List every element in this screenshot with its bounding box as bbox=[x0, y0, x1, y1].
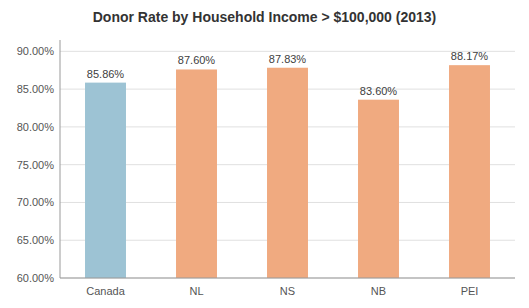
x-tick-label: NL bbox=[189, 285, 203, 297]
data-label: 85.86% bbox=[87, 68, 125, 80]
y-tick-label: 85.00% bbox=[17, 83, 55, 95]
x-tick-label: NS bbox=[280, 285, 295, 297]
data-label: 87.83% bbox=[269, 53, 307, 65]
data-label: 87.60% bbox=[178, 54, 216, 66]
chart-container: Donor Rate by Household Income > $100,00… bbox=[0, 0, 529, 308]
bar bbox=[85, 83, 126, 278]
grid-line bbox=[60, 278, 515, 279]
x-axis-line bbox=[60, 278, 515, 279]
y-tick-label: 80.00% bbox=[17, 121, 55, 133]
data-label: 83.60% bbox=[360, 85, 398, 97]
chart-title: Donor Rate by Household Income > $100,00… bbox=[93, 9, 437, 25]
y-tick-label: 90.00% bbox=[17, 45, 55, 57]
chart-svg: Donor Rate by Household Income > $100,00… bbox=[0, 0, 529, 308]
bar bbox=[358, 100, 399, 278]
x-tick-label: PEI bbox=[461, 285, 479, 297]
y-tick-label: 65.00% bbox=[17, 234, 55, 246]
y-axis-line bbox=[60, 40, 61, 278]
grid-line bbox=[60, 51, 515, 52]
data-label: 88.17% bbox=[451, 50, 489, 62]
x-tick-label: NB bbox=[371, 285, 386, 297]
bar bbox=[176, 69, 217, 278]
y-tick-label: 75.00% bbox=[17, 159, 55, 171]
bars bbox=[85, 65, 490, 278]
bar bbox=[267, 68, 308, 278]
bar bbox=[449, 65, 490, 278]
y-tick-label: 70.00% bbox=[17, 196, 55, 208]
y-tick-label: 60.00% bbox=[17, 272, 55, 284]
x-tick-label: Canada bbox=[86, 285, 125, 297]
